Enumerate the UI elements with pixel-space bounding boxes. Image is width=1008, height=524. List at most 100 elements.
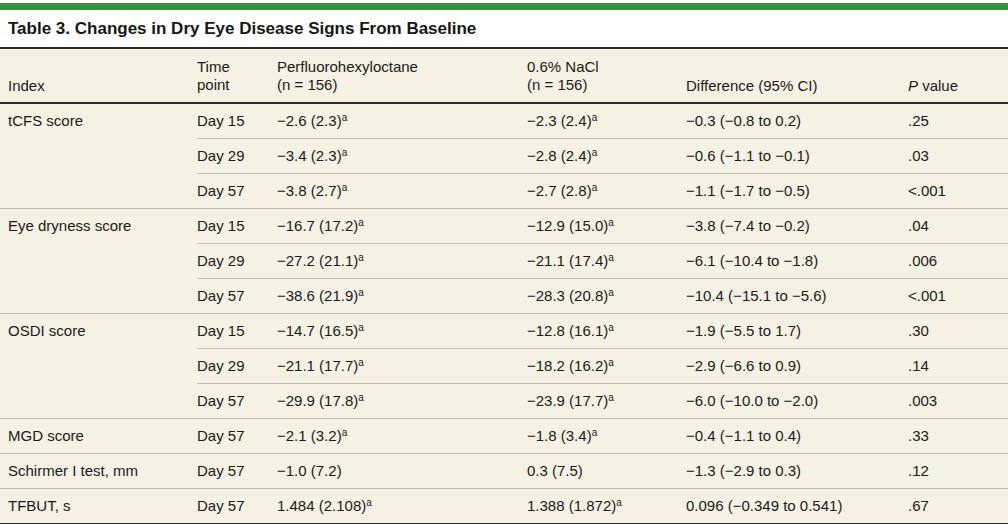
cell-drug-value: −14.7 (16.5)a <box>277 314 527 349</box>
cell-difference: −3.8 (−7.4 to −0.2) <box>686 209 908 244</box>
cell-index <box>0 244 197 279</box>
col-header-difference: Difference (95% CI) <box>686 49 908 103</box>
value-text: 1.484 (2.108) <box>277 497 366 514</box>
table-row: Eye dryness score Day 15 −16.7 (17.2)a −… <box>0 209 1008 244</box>
footnote-marker: a <box>358 252 364 263</box>
cell-p-value: <.001 <box>908 174 1008 209</box>
cell-drug-value: −1.0 (7.2) <box>277 454 527 489</box>
value-text: −2.6 (2.3) <box>277 112 342 129</box>
cell-control-value: −23.9 (17.7)a <box>527 384 686 419</box>
cell-difference: −1.9 (−5.5 to 1.7) <box>686 314 908 349</box>
cell-drug-value: −27.2 (21.1)a <box>277 244 527 279</box>
value-text: −3.8 (2.7) <box>277 182 342 199</box>
cell-time-point: Day 29 <box>197 139 277 174</box>
cell-index: TFBUT, s <box>0 489 197 524</box>
value-text: −1.0 (7.2) <box>277 462 342 479</box>
value-text: −2.1 (3.2) <box>277 427 342 444</box>
cell-control-value: −2.3 (2.4)a <box>527 103 686 139</box>
footnote-marker: a <box>342 147 348 158</box>
col-header-nacl: 0.6% NaCl (n = 156) <box>527 49 686 103</box>
cell-control-value: 1.388 (1.872)a <box>527 489 686 524</box>
cell-drug-value: −2.6 (2.3)a <box>277 103 527 139</box>
cell-p-value: .67 <box>908 489 1008 524</box>
cell-difference: −2.9 (−6.6 to 0.9) <box>686 349 908 384</box>
cell-drug-value: −29.9 (17.8)a <box>277 384 527 419</box>
footnote-marker: a <box>608 252 614 263</box>
value-text: 1.388 (1.872) <box>527 497 616 514</box>
value-text: −27.2 (21.1) <box>277 252 358 269</box>
table-row: Day 29 −27.2 (21.1)a −21.1 (17.4)a −6.1 … <box>0 244 1008 279</box>
cell-difference: −6.0 (−10.0 to −2.0) <box>686 384 908 419</box>
cell-index <box>0 279 197 314</box>
cell-drug-value: −3.4 (2.3)a <box>277 139 527 174</box>
header-line: point <box>197 76 271 94</box>
cell-index <box>0 174 197 209</box>
page: Table 3. Changes in Dry Eye Disease Sign… <box>0 3 1008 524</box>
cell-p-value: <.001 <box>908 279 1008 314</box>
table-row: OSDI score Day 15 −14.7 (16.5)a −12.8 (1… <box>0 314 1008 349</box>
cell-control-value: −28.3 (20.8)a <box>527 279 686 314</box>
table-row: Day 57 −3.8 (2.7)a −2.7 (2.8)a −1.1 (−1.… <box>0 174 1008 209</box>
cell-time-point: Day 57 <box>197 489 277 524</box>
cell-index: tCFS score <box>0 103 197 139</box>
value-text: −29.9 (17.8) <box>277 392 358 409</box>
footnote-marker: a <box>616 497 622 508</box>
cell-difference: −1.1 (−1.7 to −0.5) <box>686 174 908 209</box>
cell-drug-value: −16.7 (17.2)a <box>277 209 527 244</box>
col-header-p-value: P value <box>908 49 1008 103</box>
footnote-marker: a <box>366 497 372 508</box>
p-value-rest: value <box>918 77 958 94</box>
cell-difference: −10.4 (−15.1 to −5.6) <box>686 279 908 314</box>
footnote-marker: a <box>608 287 614 298</box>
table-row: Day 57 −38.6 (21.9)a −28.3 (20.8)a −10.4… <box>0 279 1008 314</box>
table-row: Schirmer I test, mm Day 57 −1.0 (7.2) 0.… <box>0 454 1008 489</box>
cell-control-value: 0.3 (7.5) <box>527 454 686 489</box>
footnote-marker: a <box>608 392 614 403</box>
value-text: −3.4 (2.3) <box>277 147 342 164</box>
cell-index <box>0 384 197 419</box>
col-header-perfluorohexyloctane: Perfluorohexyloctane (n = 156) <box>277 49 527 103</box>
value-text: 0.3 (7.5) <box>527 462 583 479</box>
cell-control-value: −2.8 (2.4)a <box>527 139 686 174</box>
value-text: −38.6 (21.9) <box>277 287 358 304</box>
footnote-marker: a <box>592 147 598 158</box>
cell-index <box>0 349 197 384</box>
footnote-marker: a <box>592 427 598 438</box>
cell-control-value: −21.1 (17.4)a <box>527 244 686 279</box>
cell-difference: 0.096 (−0.349 to 0.541) <box>686 489 908 524</box>
footnote-marker: a <box>358 287 364 298</box>
cell-difference: −6.1 (−10.4 to −1.8) <box>686 244 908 279</box>
value-text: −23.9 (17.7) <box>527 392 608 409</box>
cell-drug-value: −21.1 (17.7)a <box>277 349 527 384</box>
cell-time-point: Day 57 <box>197 454 277 489</box>
cell-drug-value: −3.8 (2.7)a <box>277 174 527 209</box>
col-header-time-point: Time point <box>197 49 277 103</box>
col-header-index: Index <box>0 49 197 103</box>
cell-p-value: .30 <box>908 314 1008 349</box>
cell-p-value: .33 <box>908 419 1008 454</box>
cell-p-value: .14 <box>908 349 1008 384</box>
footnote-marker: a <box>342 112 348 123</box>
table-row: tCFS score Day 15 −2.6 (2.3)a −2.3 (2.4)… <box>0 103 1008 139</box>
footnote-marker: a <box>342 182 348 193</box>
cell-difference: −1.3 (−2.9 to 0.3) <box>686 454 908 489</box>
value-text: −14.7 (16.5) <box>277 322 358 339</box>
cell-p-value: .04 <box>908 209 1008 244</box>
value-text: −28.3 (20.8) <box>527 287 608 304</box>
cell-drug-value: 1.484 (2.108)a <box>277 489 527 524</box>
footnote-marker: a <box>592 182 598 193</box>
cell-drug-value: −2.1 (3.2)a <box>277 419 527 454</box>
cell-time-point: Day 57 <box>197 384 277 419</box>
value-text: −1.8 (3.4) <box>527 427 592 444</box>
table-row: Day 29 −3.4 (2.3)a −2.8 (2.4)a −0.6 (−1.… <box>0 139 1008 174</box>
footnote-marker: a <box>608 217 614 228</box>
value-text: −18.2 (16.2) <box>527 357 608 374</box>
cell-index: MGD score <box>0 419 197 454</box>
cell-p-value: .03 <box>908 139 1008 174</box>
cell-p-value: .12 <box>908 454 1008 489</box>
header-line: Time <box>197 58 271 76</box>
footnote-marker: a <box>358 322 364 333</box>
cell-control-value: −1.8 (3.4)a <box>527 419 686 454</box>
cell-drug-value: −38.6 (21.9)a <box>277 279 527 314</box>
cell-time-point: Day 29 <box>197 349 277 384</box>
